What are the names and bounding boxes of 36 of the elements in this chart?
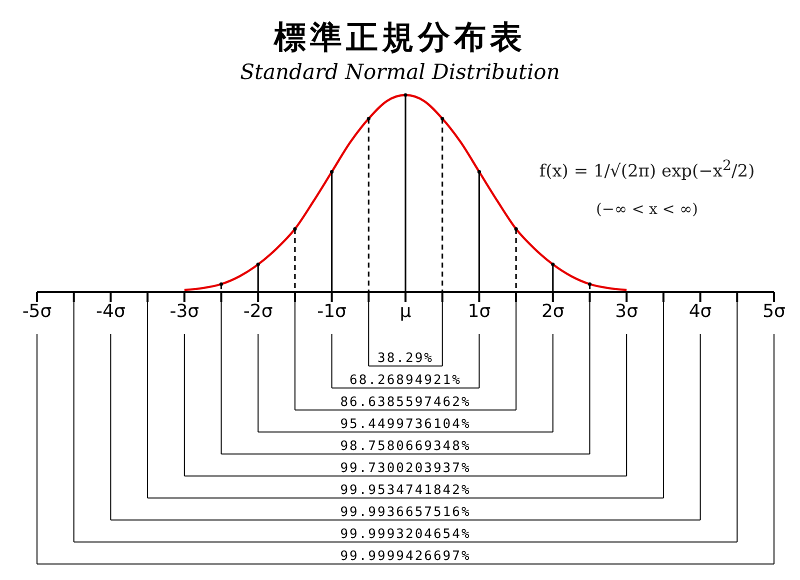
point — [440, 116, 444, 120]
text: 95.4499736104% — [340, 417, 471, 432]
x-tick-label: 4σ — [688, 300, 712, 322]
text: 86.6385597462% — [340, 395, 471, 410]
point — [514, 227, 518, 231]
x-tick-label: -4σ — [96, 300, 126, 322]
text: 38.29% — [378, 351, 434, 366]
point — [477, 170, 481, 174]
x-tick-label: 5σ — [762, 300, 786, 322]
text: 68.26894921% — [350, 373, 462, 388]
point — [256, 262, 260, 266]
x-tick-label: -5σ — [22, 300, 52, 322]
text: 99.9936657516% — [340, 505, 471, 520]
annotation: (−∞ < x < ∞) — [595, 200, 699, 218]
x-tick-label: μ — [400, 300, 412, 322]
text: 99.9993204654% — [340, 527, 471, 542]
point — [588, 282, 592, 286]
point — [219, 282, 224, 286]
x-tick-label: -2σ — [243, 300, 273, 322]
x-tick-label: 1σ — [468, 300, 491, 322]
text: 99.9999426697% — [340, 549, 471, 564]
text: 99.7300203937% — [340, 461, 471, 476]
x-tick-label: 3σ — [615, 300, 638, 322]
x-tick-label: -3σ — [170, 300, 200, 322]
point — [404, 93, 408, 97]
chart-title: 標準正規分布表 — [272, 18, 527, 57]
point — [330, 170, 334, 174]
text: 98.7580669348% — [340, 439, 471, 454]
point — [551, 262, 555, 266]
x-tick-label: 2σ — [541, 300, 564, 322]
point — [366, 116, 370, 120]
point — [293, 227, 297, 231]
x-tick-label: -1σ — [317, 300, 346, 322]
chart-subtitle: Standard Normal Distribution — [239, 60, 561, 84]
text: 99.9534741842% — [340, 483, 471, 498]
annotation: f(x) = 1/√(2π) exp(−x$^{2}$/2) — [538, 158, 756, 182]
